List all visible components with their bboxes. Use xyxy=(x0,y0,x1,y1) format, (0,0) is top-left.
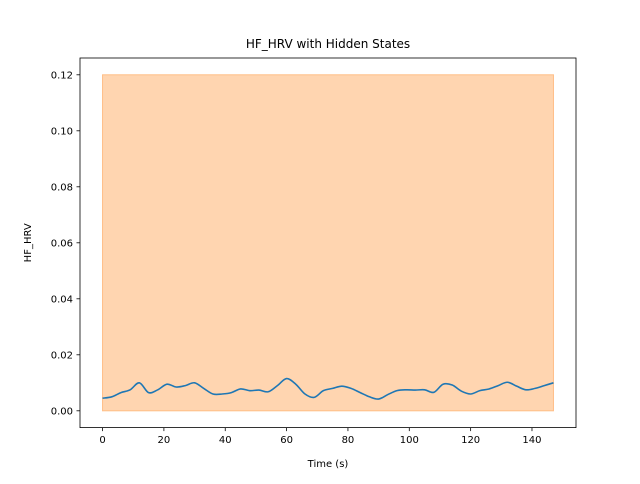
x-tick-label: 0 xyxy=(99,435,105,446)
y-tick-label: 0.08 xyxy=(51,182,73,193)
chart-title: HF_HRV with Hidden States xyxy=(246,37,410,51)
y-tick-label: 0.10 xyxy=(51,126,73,137)
x-axis-label: Time (s) xyxy=(307,459,349,470)
y-tick-label: 0.02 xyxy=(51,350,73,361)
y-tick-label: 0.06 xyxy=(51,238,73,249)
x-tick-label: 80 xyxy=(342,435,355,446)
x-tick-label: 140 xyxy=(522,435,541,446)
x-tick-label: 40 xyxy=(219,435,232,446)
x-axis: 0 20 40 60 80 100 120 140 xyxy=(99,427,542,446)
x-tick-label: 100 xyxy=(400,435,419,446)
hidden-state-span xyxy=(102,74,554,412)
y-axis-label: HF_HRV xyxy=(23,223,34,262)
x-tick-label: 60 xyxy=(280,435,293,446)
x-tick-label: 20 xyxy=(158,435,171,446)
y-tick-label: 0.00 xyxy=(51,406,73,417)
y-tick-label: 0.04 xyxy=(51,294,73,305)
series-line xyxy=(102,377,554,400)
x-tick-label: 120 xyxy=(461,435,480,446)
y-axis: 0.00 0.02 0.04 0.06 0.08 0.10 0.12 xyxy=(51,70,80,417)
plot-area xyxy=(102,74,554,412)
y-tick-label: 0.12 xyxy=(51,70,73,81)
